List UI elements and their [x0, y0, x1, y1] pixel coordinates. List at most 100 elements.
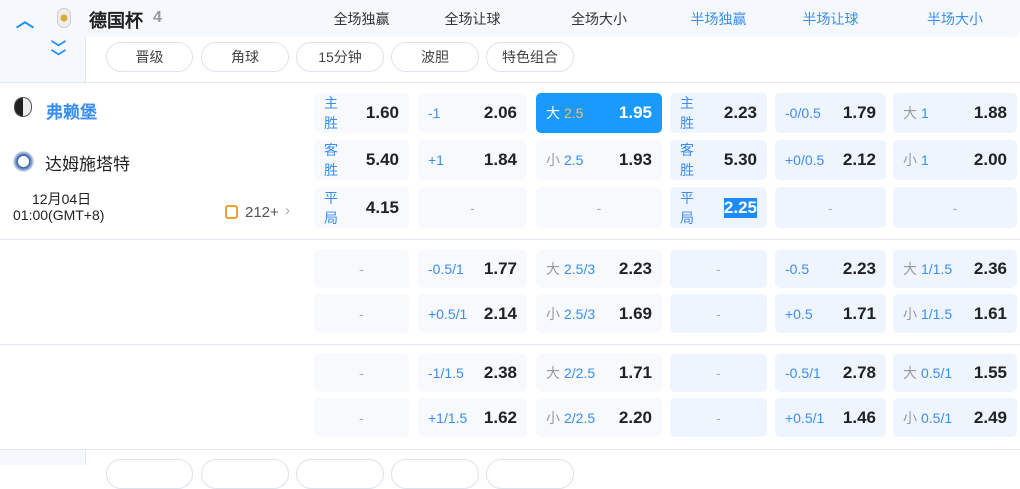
odds-cell[interactable]: 主胜 2.23	[670, 93, 767, 133]
handicap-line: +0/0.5	[785, 152, 825, 168]
odds-value: 1.60	[365, 103, 399, 122]
odds-value: 5.30	[723, 150, 757, 169]
odds-cell[interactable]: 客胜 5.30	[670, 140, 767, 180]
filter-pill[interactable]	[486, 459, 574, 489]
odds-cell-empty: -	[314, 398, 409, 437]
odds-cell[interactable]: 小 2.5/3 1.69	[536, 294, 662, 333]
odds-value: 1.71	[618, 363, 652, 382]
odds-cell[interactable]: +0/0.5 2.12	[775, 140, 886, 180]
divider	[0, 449, 1020, 450]
dash-placeholder: -	[596, 199, 602, 216]
away-team-logo	[13, 151, 34, 172]
handicap-line: 1/1.5	[921, 261, 953, 277]
odds-cell[interactable]: +0.5/1 2.14	[418, 294, 527, 333]
league-name[interactable]: 德国杯	[89, 11, 143, 31]
odds-cell[interactable]: 大 2.5/3 2.23	[536, 250, 662, 288]
odds-cell[interactable]: +0.5 1.71	[775, 294, 886, 333]
odds-value: 1.71	[842, 303, 876, 323]
filter-pill[interactable]: 角球	[201, 42, 289, 72]
filter-pill[interactable]	[296, 459, 384, 489]
handicap-line: 2.5	[564, 105, 584, 121]
handicap-line: +0.5/1	[785, 409, 825, 426]
odds-value: 1.88	[973, 103, 1007, 122]
dash-placeholder: -	[716, 261, 721, 277]
odds-cell[interactable]: 客胜 5.40	[314, 140, 409, 180]
odds-cell[interactable]: -0/0.5 1.79	[775, 93, 886, 133]
column-header: 半场独赢	[690, 11, 747, 27]
expand-double-chevron-icon[interactable]: ﹀ ﹀	[51, 40, 67, 66]
handicap-line: 1	[921, 152, 929, 168]
odds-cell[interactable]: -1 2.06	[418, 93, 527, 133]
over-under-label: 小	[546, 152, 560, 168]
more-bets-count[interactable]: 212+	[245, 204, 279, 221]
odds-cell[interactable]: -0.5 2.23	[775, 250, 886, 288]
odds-cell[interactable]: +1/1.5 1.62	[418, 398, 527, 437]
odds-cell[interactable]: 主胜 1.60	[314, 93, 409, 133]
dash-placeholder: -	[716, 305, 721, 322]
odds-cell[interactable]: 大 1 1.88	[893, 93, 1017, 133]
odds-value: 2.38	[483, 363, 517, 382]
odds-cell[interactable]: -0.5/1 1.77	[418, 250, 527, 288]
handicap-line: 2.5/3	[564, 261, 596, 277]
over-under-label: 大	[903, 105, 917, 121]
collapse-chevron-up-icon[interactable]: ︿	[16, 11, 34, 31]
handicap-line: -0.5/1	[785, 365, 821, 381]
odds-value: 1.79	[842, 103, 876, 122]
match-time: 01:00(GMT+8)	[13, 207, 105, 223]
odds-value: 5.40	[365, 150, 399, 169]
odds-cell[interactable]: 小 2.5 1.93	[536, 140, 662, 180]
home-team-name[interactable]: 弗赖堡	[46, 103, 97, 122]
odds-value: 1.61	[973, 303, 1007, 323]
odds-cell-empty: -	[670, 250, 767, 288]
odds-cell-empty: -	[670, 398, 767, 437]
odds-cell-empty: -	[314, 294, 409, 333]
dash-placeholder: -	[952, 199, 958, 216]
filter-pill[interactable]	[391, 459, 479, 489]
column-header: 全场让球	[444, 11, 501, 27]
odds-cell[interactable]: 小 2/2.5 2.20	[536, 398, 662, 437]
filter-pill[interactable]	[106, 459, 193, 489]
stats-clock-icon[interactable]	[225, 205, 238, 219]
odds-cell-empty: -	[670, 294, 767, 333]
chevron-right-icon[interactable]: ›	[285, 202, 290, 219]
odds-cell-empty: -	[893, 187, 1017, 228]
filter-pill[interactable]: 波胆	[391, 42, 479, 72]
outcome-label: 客胜	[324, 142, 338, 178]
odds-value: 2.49	[973, 407, 1007, 427]
odds-value: 2.36	[973, 259, 1007, 278]
home-team-logo	[14, 97, 32, 117]
odds-cell[interactable]: 大 2/2.5 1.71	[536, 354, 662, 392]
odds-value: 1.84	[483, 150, 517, 169]
filter-pill[interactable]: 特色组合	[486, 42, 574, 72]
outcome-label: 平局	[680, 189, 694, 226]
filter-pill[interactable]	[201, 459, 289, 489]
odds-cell[interactable]: +1 1.84	[418, 140, 527, 180]
odds-cell-empty: -	[536, 187, 662, 228]
odds-cell[interactable]: 平局 2.25	[670, 187, 767, 228]
league-header	[0, 0, 1020, 37]
odds-cell[interactable]: 小 0.5/1 2.49	[893, 398, 1017, 437]
column-header: 半场让球	[802, 11, 859, 27]
outcome-label: 平局	[324, 189, 338, 226]
odds-cell[interactable]: 小 1/1.5 1.61	[893, 294, 1017, 333]
odds-cell[interactable]: 大 2.5 1.95	[536, 93, 662, 133]
handicap-line: 0.5/1	[921, 365, 953, 381]
odds-value: 1.69	[618, 303, 652, 323]
odds-cell[interactable]: 平局 4.15	[314, 187, 409, 228]
filter-pill[interactable]: 晋级	[106, 42, 193, 72]
next-league-left	[0, 450, 86, 465]
odds-cell[interactable]: 大 0.5/1 1.55	[893, 354, 1017, 392]
filter-pill[interactable]: 15分钟	[296, 42, 384, 72]
odds-value: 2.20	[618, 407, 652, 427]
odds-cell[interactable]: 大 1/1.5 2.36	[893, 250, 1017, 288]
sub-left-panel	[0, 37, 86, 83]
odds-cell[interactable]: -1/1.5 2.38	[418, 354, 527, 392]
odds-cell[interactable]: +0.5/1 1.46	[775, 398, 886, 437]
odds-value: 1.46	[842, 407, 876, 427]
odds-cell[interactable]: 小 1 2.00	[893, 140, 1017, 180]
over-under-label: 小	[546, 305, 560, 322]
handicap-line: -0.5/1	[428, 261, 464, 277]
away-team-name[interactable]: 达姆施塔特	[45, 155, 130, 174]
odds-cell[interactable]: -0.5/1 2.78	[775, 354, 886, 392]
over-under-label: 大	[546, 261, 560, 277]
